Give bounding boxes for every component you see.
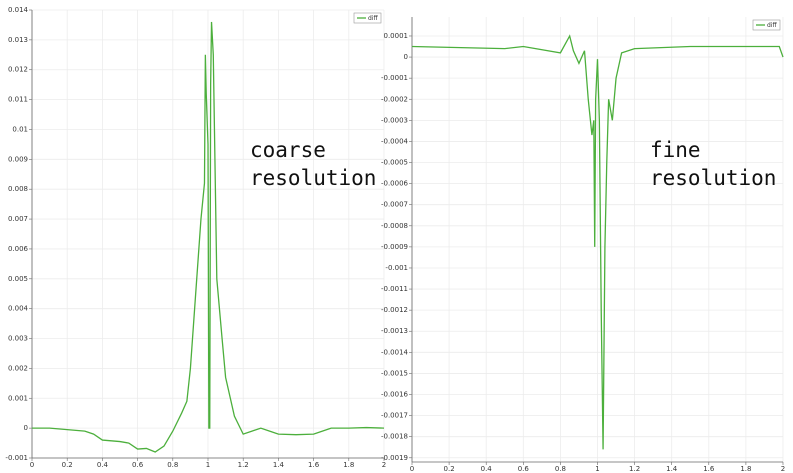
y-tick-label: 0.003 [8, 335, 28, 343]
y-tick-label: 0.005 [8, 275, 28, 283]
x-tick-label: 0.8 [167, 461, 178, 469]
x-tick-label: 1.8 [740, 465, 751, 473]
y-tick-label: -0.0009 [381, 243, 408, 251]
y-tick-label: 0.011 [8, 96, 28, 104]
y-tick-label: 0.0001 [384, 32, 409, 40]
x-tick-label: 1 [595, 465, 599, 473]
y-tick-label: 0.012 [8, 66, 28, 74]
x-tick-label: 1.4 [273, 461, 285, 469]
y-tick-label: -0.0004 [381, 137, 409, 145]
y-tick-label: 0.008 [8, 185, 28, 193]
x-tick-label: 0 [410, 465, 414, 473]
y-tick-label: -0.0006 [381, 180, 409, 188]
y-tick-label: -0.0008 [381, 222, 408, 230]
x-tick-label: 0.6 [518, 465, 530, 473]
y-tick-label: 0 [24, 424, 28, 432]
y-tick-label: -0.0001 [381, 74, 408, 82]
x-tick-label: 0.8 [555, 465, 566, 473]
x-tick-label: 0.2 [444, 465, 455, 473]
x-tick-label: 1.2 [629, 465, 640, 473]
y-tick-label: -0.0014 [381, 348, 409, 356]
x-tick-label: 1.6 [703, 465, 715, 473]
y-tick-label: 0.004 [8, 305, 29, 313]
y-tick-label: 0.001 [8, 394, 28, 402]
legend-label: diff [368, 15, 378, 22]
x-tick-label: 0.2 [62, 461, 73, 469]
y-tick-label: -0.001 [385, 264, 408, 272]
y-tick-label: -0.0018 [381, 433, 408, 441]
x-tick-label: 2 [781, 465, 785, 473]
y-tick-label: -0.0005 [381, 159, 408, 167]
x-tick-label: 0.4 [481, 465, 493, 473]
y-tick-label: 0.006 [8, 245, 29, 253]
y-tick-label: -0.0013 [381, 327, 408, 335]
y-tick-label: 0.002 [8, 364, 28, 372]
x-tick-label: 1.4 [666, 465, 678, 473]
y-tick-label: -0.0017 [381, 412, 408, 420]
data-line [32, 21, 385, 453]
legend-box [752, 19, 781, 31]
y-tick-label: -0.001 [5, 454, 28, 462]
annotation: fine [650, 138, 701, 162]
legend-box [353, 12, 382, 24]
y-tick-label: -0.0019 [381, 454, 408, 462]
y-tick-label: 0.01 [12, 125, 28, 133]
y-tick-label: 0 [404, 53, 408, 61]
annotation: coarse [250, 138, 326, 162]
y-tick-label: 0.014 [8, 6, 29, 14]
y-tick-label: -0.0015 [381, 369, 408, 377]
annotation: resolution [650, 166, 776, 190]
y-tick-label: 0.009 [8, 155, 28, 163]
x-tick-label: 1.2 [238, 461, 249, 469]
y-tick-label: 0.013 [8, 36, 28, 44]
y-tick-label: -0.0003 [381, 116, 408, 124]
y-tick-label: -0.0016 [381, 391, 409, 399]
y-tick-label: -0.0007 [381, 201, 408, 209]
y-tick-label: -0.0011 [381, 285, 408, 293]
legend-label: diff [767, 22, 777, 29]
x-tick-label: 1.6 [308, 461, 320, 469]
x-tick-label: 0.6 [132, 461, 144, 469]
x-tick-label: 0.4 [97, 461, 109, 469]
x-tick-label: 2 [382, 461, 386, 469]
x-tick-label: 1 [206, 461, 210, 469]
x-tick-label: 0 [30, 461, 34, 469]
data-line [411, 34, 784, 450]
annotation: resolution [250, 166, 376, 190]
y-tick-label: 0.007 [8, 215, 28, 223]
x-tick-label: 1.8 [343, 461, 354, 469]
y-tick-label: -0.0012 [381, 306, 408, 314]
y-tick-label: -0.0002 [381, 95, 408, 103]
